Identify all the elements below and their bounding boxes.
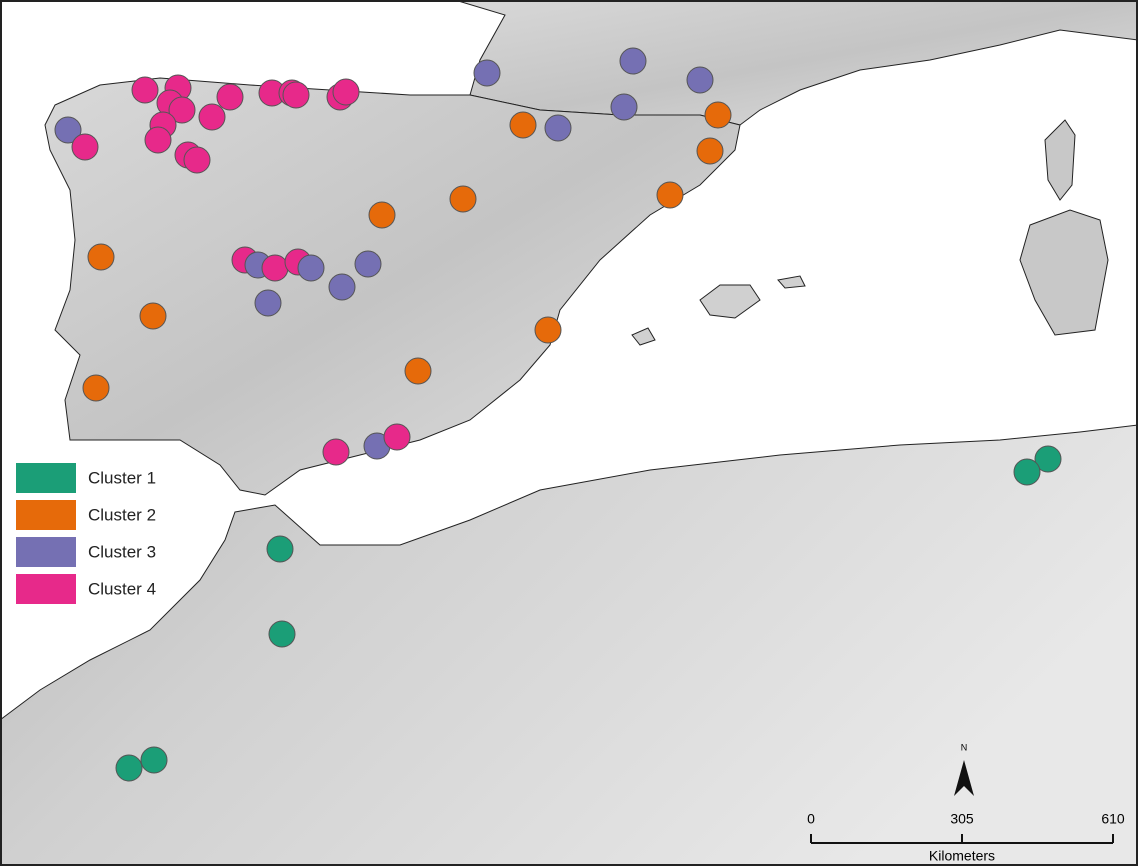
legend-label: Cluster 2 [88,505,156,524]
site-marker [705,102,731,128]
site-marker [141,747,167,773]
site-marker [267,536,293,562]
site-marker [450,186,476,212]
scale-unit: Kilometers [929,848,995,864]
scale-label: 0 [807,811,815,827]
site-marker [83,375,109,401]
site-marker [697,138,723,164]
map: Cluster 1 Cluster 2 Cluster 3 Cluster 4 N K… [0,0,1138,866]
site-marker [535,317,561,343]
legend-label: Cluster 1 [88,468,156,487]
scale-label: 610 [1101,811,1125,827]
legend-swatch [16,537,76,567]
site-marker [384,424,410,450]
site-marker [132,77,158,103]
site-marker [298,255,324,281]
site-marker [283,82,309,108]
site-marker [687,67,713,93]
legend-swatch [16,500,76,530]
site-marker [140,303,166,329]
site-marker [323,439,349,465]
site-marker [72,134,98,160]
site-marker [405,358,431,384]
site-marker [657,182,683,208]
site-marker [262,255,288,281]
site-marker [611,94,637,120]
site-marker [255,290,281,316]
site-marker [217,84,243,110]
site-marker [329,274,355,300]
site-marker [184,147,210,173]
legend-label: Cluster 4 [88,579,156,598]
site-marker [116,755,142,781]
legend-swatch [16,574,76,604]
site-marker [333,79,359,105]
site-marker [269,621,295,647]
site-marker [620,48,646,74]
site-marker [545,115,571,141]
site-marker [88,244,114,270]
site-marker [199,104,225,130]
north-label: N [961,742,968,752]
site-marker [474,60,500,86]
scale-label: 305 [950,811,974,827]
legend-label: Cluster 3 [88,542,156,561]
site-marker [1014,459,1040,485]
site-marker [355,251,381,277]
site-marker [145,127,171,153]
site-marker [369,202,395,228]
site-marker [510,112,536,138]
legend-swatch [16,463,76,493]
